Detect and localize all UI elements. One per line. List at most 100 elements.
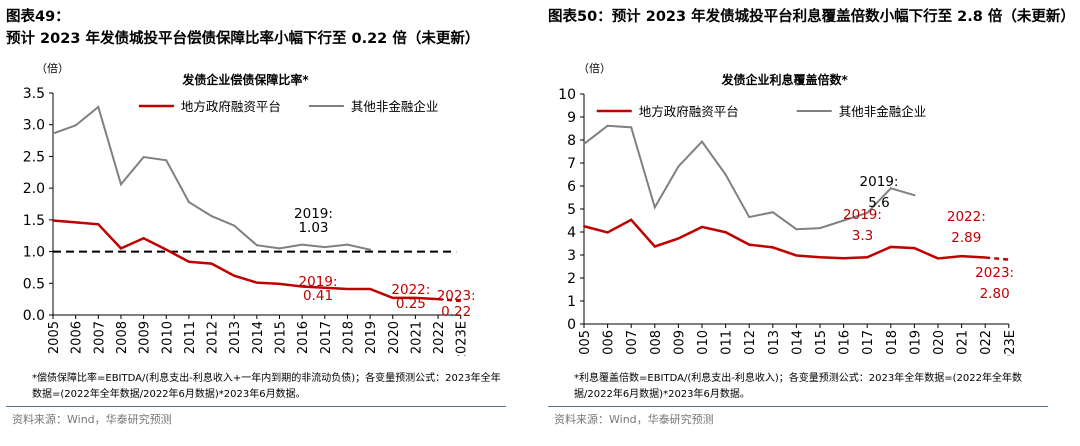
y-tick-label: 3 xyxy=(567,248,576,264)
x-tick-label: 2014 xyxy=(790,330,805,356)
y-tick-label: 0.0 xyxy=(23,308,45,324)
x-tick-label: 2019 xyxy=(908,330,923,356)
data-point xyxy=(165,159,168,162)
x-tick-label: 2012 xyxy=(206,321,221,354)
forecast-segment xyxy=(985,256,1009,261)
data-point xyxy=(369,287,372,290)
data-point xyxy=(842,219,845,222)
data-point xyxy=(630,218,633,221)
data-point xyxy=(210,262,213,265)
divider xyxy=(548,406,1048,407)
data-point xyxy=(795,228,798,231)
figure-heading: 图表50：预计 2023 年发债城投平台利息覆盖倍数小幅下行至 2.8 倍（未更… xyxy=(548,6,1078,28)
x-tick-label: 2021 xyxy=(409,321,424,354)
figure-title: 预计 2023 年发债城投平台偿债保障比率小幅下行至 0.22 倍（未更新） xyxy=(6,31,480,47)
data-point xyxy=(119,247,122,250)
data-point xyxy=(748,243,751,246)
x-tick-label: 2006 xyxy=(70,321,85,354)
x-tick-label: 2014 xyxy=(251,321,266,354)
figure-label: 图表50： xyxy=(548,9,612,25)
source-text: 资料来源：Wind，华泰研究预测 xyxy=(12,413,172,426)
data-point xyxy=(346,287,349,290)
x-tick-label: 2013 xyxy=(767,330,782,356)
annotation-label: 2022: xyxy=(391,282,430,298)
y-tick-label: 2.0 xyxy=(23,181,45,197)
x-tick-label: 2017 xyxy=(319,321,334,354)
data-point xyxy=(819,227,821,230)
data-point xyxy=(233,224,236,227)
x-tick-label: 2010 xyxy=(160,321,175,354)
data-point xyxy=(795,254,798,257)
data-point xyxy=(819,256,821,259)
source-text: 资料来源：Wind，华泰研究预测 xyxy=(554,413,714,426)
y-tick-label: 1.5 xyxy=(23,213,45,229)
x-tick-label: 2018 xyxy=(341,321,356,354)
data-point xyxy=(583,142,585,145)
annotation-label: 2019: xyxy=(294,206,333,222)
x-tick-label: 2022 xyxy=(979,330,994,356)
data-point xyxy=(278,247,281,250)
x-tick-label: 2007 xyxy=(625,330,640,356)
x-tick-label: 2019 xyxy=(364,321,379,354)
annotation-value: 2.89 xyxy=(951,230,981,246)
figure-title: 预计 2023 年发债城投平台利息覆盖倍数小幅下行至 2.8 倍（未更新） xyxy=(611,9,1075,25)
data-point xyxy=(52,132,54,135)
data-point xyxy=(142,237,145,240)
data-point xyxy=(724,231,727,234)
data-point xyxy=(52,219,54,222)
chart-title: 发债企业利息覆盖倍数* xyxy=(720,72,848,87)
data-point xyxy=(165,248,168,251)
data-point xyxy=(255,281,258,284)
data-point xyxy=(323,246,326,249)
data-point xyxy=(724,173,727,176)
data-point xyxy=(210,215,213,218)
legend-label: 其他非金融企业 xyxy=(351,99,439,114)
data-point xyxy=(653,206,656,209)
x-tick-label: 2005 xyxy=(47,321,62,354)
y-tick-label: 3.0 xyxy=(23,118,45,134)
x-tick-label: 2018 xyxy=(885,330,900,356)
data-point xyxy=(583,225,585,228)
legend-label: 其他非金融企业 xyxy=(839,104,927,119)
data-point xyxy=(74,221,77,224)
unit-label: （倍） xyxy=(578,61,611,75)
y-tick-label: 10 xyxy=(558,87,576,103)
annotation-label: 2023: xyxy=(437,288,476,304)
x-tick-label: 2016 xyxy=(838,330,853,356)
data-point xyxy=(606,231,609,234)
y-tick-label: 1 xyxy=(567,294,576,310)
data-point xyxy=(960,255,963,258)
annotation-label: 2019: xyxy=(299,274,338,290)
data-point xyxy=(414,296,417,299)
data-point xyxy=(866,211,869,214)
data-point xyxy=(119,183,122,186)
data-point xyxy=(346,243,349,246)
data-point xyxy=(255,244,258,247)
data-point xyxy=(187,201,190,204)
data-point xyxy=(97,105,100,108)
chart-panel-50: 图表50：预计 2023 年发债城投平台利息覆盖倍数小幅下行至 2.8 倍（未更… xyxy=(548,0,1078,446)
annotation-value: 2.80 xyxy=(980,286,1010,302)
x-tick-label: 2007 xyxy=(92,321,107,354)
x-tick-label: 2016 xyxy=(296,321,311,354)
annotation-value: 0.25 xyxy=(396,296,426,312)
data-point xyxy=(866,256,869,259)
data-point xyxy=(97,223,100,226)
x-tick-label: 2011 xyxy=(183,321,198,354)
footnote: *偿债保障比率=EBITDA/(利息支出-利息收入+一年内到期的非流动负债)；各… xyxy=(32,373,501,400)
data-point xyxy=(889,187,892,190)
data-point xyxy=(74,124,77,127)
figure-label: 图表49： xyxy=(6,9,70,25)
data-point xyxy=(771,211,774,214)
x-tick-label: 2017 xyxy=(861,330,876,356)
chart-title: 发债企业偿债保障比率* xyxy=(181,72,309,87)
data-point xyxy=(677,165,680,168)
x-tick-label: 2006 xyxy=(602,330,617,356)
data-point xyxy=(771,246,774,249)
y-tick-label: 4 xyxy=(567,225,576,241)
data-point xyxy=(889,245,892,248)
data-point xyxy=(278,282,281,285)
divider xyxy=(6,406,506,407)
data-point xyxy=(913,247,916,250)
data-point xyxy=(913,194,916,197)
